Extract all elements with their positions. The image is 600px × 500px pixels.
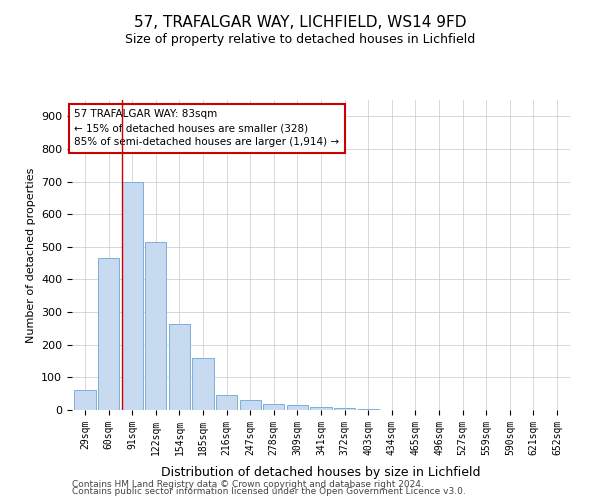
Bar xyxy=(216,396,237,410)
Bar xyxy=(334,408,355,410)
Text: 57, TRAFALGAR WAY, LICHFIELD, WS14 9FD: 57, TRAFALGAR WAY, LICHFIELD, WS14 9FD xyxy=(134,15,466,30)
Bar xyxy=(74,390,95,410)
Bar xyxy=(239,400,261,410)
Bar xyxy=(169,324,190,410)
Bar xyxy=(263,404,284,410)
X-axis label: Distribution of detached houses by size in Lichfield: Distribution of detached houses by size … xyxy=(161,466,481,479)
Bar xyxy=(310,406,332,410)
Text: Contains public sector information licensed under the Open Government Licence v3: Contains public sector information licen… xyxy=(72,488,466,496)
Y-axis label: Number of detached properties: Number of detached properties xyxy=(26,168,35,342)
Text: Contains HM Land Registry data © Crown copyright and database right 2024.: Contains HM Land Registry data © Crown c… xyxy=(72,480,424,489)
Bar xyxy=(98,258,119,410)
Bar xyxy=(287,405,308,410)
Bar xyxy=(145,242,166,410)
Bar xyxy=(122,182,143,410)
Text: Size of property relative to detached houses in Lichfield: Size of property relative to detached ho… xyxy=(125,32,475,46)
Text: 57 TRAFALGAR WAY: 83sqm
← 15% of detached houses are smaller (328)
85% of semi-d: 57 TRAFALGAR WAY: 83sqm ← 15% of detache… xyxy=(74,110,340,148)
Bar xyxy=(193,358,214,410)
